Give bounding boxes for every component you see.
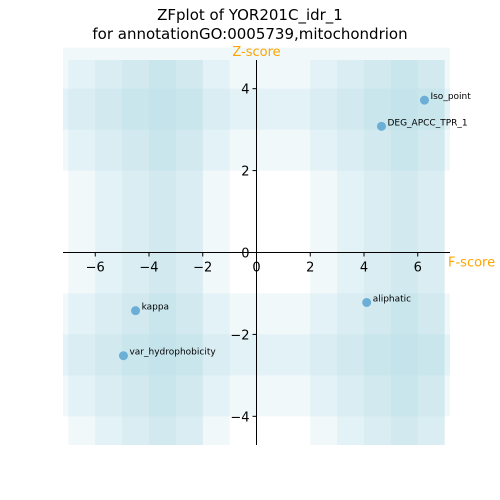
chart-title-line-1: ZFplot of YOR201C_idr_1 (157, 6, 343, 24)
x-axis-label: F-score (448, 256, 495, 271)
data-point-3 (131, 306, 141, 316)
data-point-label-1: DEG_APCC_TPR_1 (387, 118, 467, 128)
chart-title-line-2: for annotationGO:0005739,mitochondrion (92, 25, 408, 43)
data-point-0 (419, 95, 429, 105)
data-point-1 (376, 121, 386, 131)
data-point-label-4: var_hydrophobicity (129, 348, 216, 358)
data-point-label-2: aliphatic (373, 294, 411, 304)
data-point-2 (362, 297, 372, 307)
data-point-label-0: Iso_point (430, 92, 471, 102)
y-tick-label--2: −2 (230, 328, 249, 343)
tick-marks: −6 −4 −2 0 2 4 6 −4 −2 0 2 4 (86, 83, 422, 426)
y-tick-label-0: 0 (241, 247, 249, 262)
x-tick-label--4: −4 (139, 261, 158, 276)
data-points: Iso_point DEG_APCC_TPR_1 aliphatic kappa var… (118, 92, 471, 361)
y-tick-label-2: 2 (241, 165, 249, 180)
x-tick-label-6: 6 (414, 261, 422, 276)
x-tick-label-2: 2 (306, 261, 314, 276)
data-point-4 (118, 351, 128, 361)
y-tick-label-4: 4 (241, 83, 249, 98)
y-axis-label: Z-score (232, 45, 280, 60)
x-tick-label--2: −2 (193, 261, 212, 276)
x-tick-label--6: −6 (86, 261, 105, 276)
x-tick-label-4: 4 (360, 261, 368, 276)
data-point-label-3: kappa (142, 303, 170, 313)
chart-title: ZFplot of YOR201C_idr_1 for annotationGO… (0, 6, 500, 44)
x-tick-label-0: 0 (252, 261, 260, 276)
y-tick-label--4: −4 (230, 410, 249, 425)
